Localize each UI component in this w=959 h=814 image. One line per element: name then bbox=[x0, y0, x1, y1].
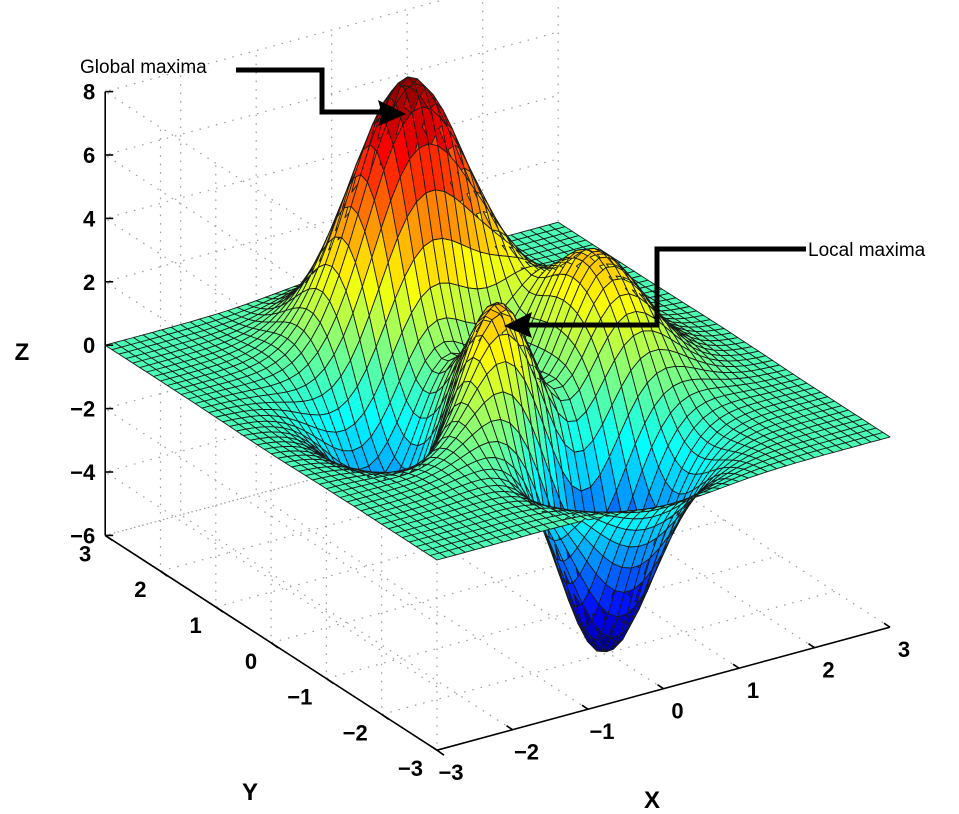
arrow-head-local-maxima bbox=[504, 312, 532, 338]
x-tick-mark bbox=[506, 725, 513, 731]
surface-mesh bbox=[104, 76, 891, 653]
annotations: Global maxima Local maxima bbox=[80, 57, 926, 338]
surface-patch bbox=[873, 432, 891, 441]
x-tick-mark bbox=[732, 663, 740, 669]
annotation-global-maxima: Global maxima bbox=[80, 57, 207, 78]
z-tick-label: −6 bbox=[70, 523, 95, 548]
x-tick-label: 3 bbox=[898, 637, 910, 662]
y-tick-label: 2 bbox=[134, 577, 146, 602]
y-tick-mark bbox=[381, 713, 390, 721]
y-tick-label: 0 bbox=[245, 649, 257, 674]
z-axis-label: Z bbox=[15, 339, 30, 366]
x-tick-mark bbox=[808, 643, 815, 649]
y-tick-mark bbox=[436, 749, 445, 756]
y-tick-label: 1 bbox=[190, 613, 202, 638]
arrow-local-maxima bbox=[528, 246, 806, 328]
y-tick-mark bbox=[104, 534, 113, 542]
y-tick-mark bbox=[270, 642, 279, 649]
x-tick-label: 2 bbox=[822, 658, 834, 683]
arrow-head-global-maxima bbox=[378, 100, 406, 126]
x-tick-mark bbox=[581, 704, 589, 710]
z-tick-label: −2 bbox=[70, 397, 95, 422]
x-tick-label: −1 bbox=[589, 719, 614, 744]
z-tick-label: 8 bbox=[83, 80, 95, 105]
y-tick-mark bbox=[215, 606, 224, 613]
y-tick-mark bbox=[325, 677, 334, 685]
x-tick-mark bbox=[657, 684, 664, 690]
z-tick-label: 4 bbox=[83, 206, 96, 231]
x-tick-mark bbox=[883, 622, 891, 628]
z-tick-label: 0 bbox=[83, 333, 95, 358]
y-tick-label: −3 bbox=[398, 756, 423, 781]
y-axis-label: Y bbox=[242, 779, 258, 806]
annotation-local-maxima: Local maxima bbox=[808, 240, 926, 261]
y-tick-label: 3 bbox=[79, 541, 91, 566]
y-tick-label: −1 bbox=[287, 685, 312, 710]
x-tick-mark bbox=[430, 745, 438, 751]
arrow-global-maxima bbox=[236, 67, 382, 115]
x-tick-label: 0 bbox=[671, 699, 683, 724]
grid-line-y bbox=[215, 163, 669, 608]
z-tick-label: 2 bbox=[83, 270, 95, 295]
tick-labels: −6 −4 −2 0 2 4 6 8 −3 −2 −1 0 1 2 3 −3 −2 −1 0 1 2 3 bbox=[70, 80, 910, 786]
x-tick-label: −3 bbox=[438, 760, 463, 785]
z-tick-label: 6 bbox=[83, 143, 95, 168]
x-tick-label: −2 bbox=[514, 740, 539, 765]
grid-line-y bbox=[159, 127, 614, 572]
axes bbox=[104, 90, 891, 756]
y-tick-mark bbox=[160, 570, 168, 577]
x-axis-label: X bbox=[644, 787, 660, 814]
y-tick-label: −2 bbox=[343, 720, 368, 745]
z-tick-label: −4 bbox=[70, 460, 96, 485]
x-tick-label: 1 bbox=[747, 678, 759, 703]
